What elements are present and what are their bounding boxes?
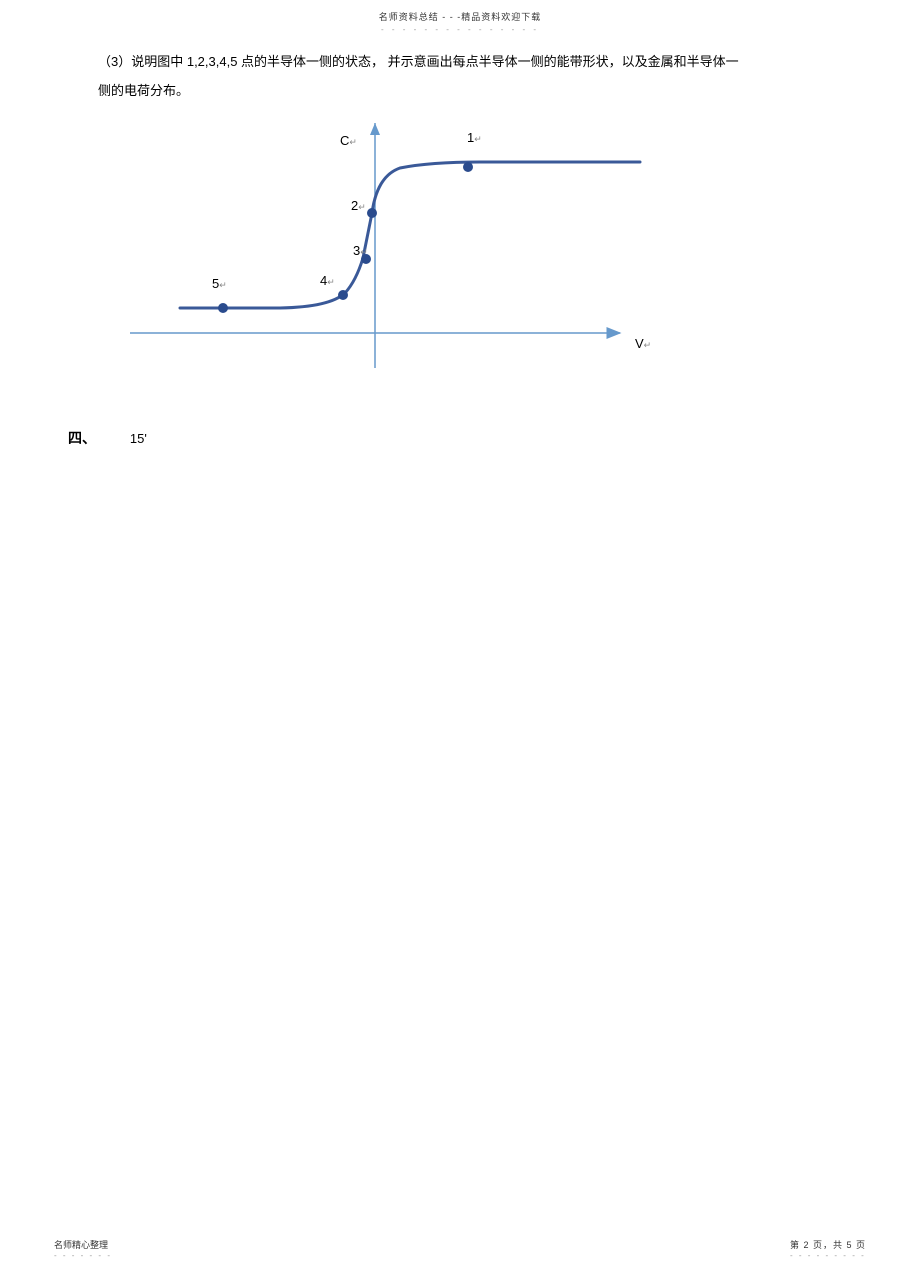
question-line-2: 侧的电荷分布。 — [98, 77, 860, 106]
svg-text:C↵: C↵ — [340, 133, 357, 148]
svg-text:V↵: V↵ — [635, 336, 651, 351]
chart-svg: C↵V↵1↵2↵3↵4↵5↵ — [110, 118, 670, 378]
svg-text:1↵: 1↵ — [467, 130, 482, 145]
content-area: （3）说明图中 1,2,3,4,5 点的半导体一侧的状态， 并示意画出每点半导体… — [98, 48, 860, 105]
header-dots: - - - - - - - - - - - - - - - — [0, 25, 920, 34]
footer-right-text: 第 2 页，共 5 页 — [790, 1238, 866, 1251]
footer-left-text: 名师精心整理 — [54, 1238, 112, 1251]
cv-chart: C↵V↵1↵2↵3↵4↵5↵ — [110, 118, 670, 378]
footer-left: 名师精心整理 - - - - - - - — [54, 1238, 112, 1260]
section-four-score: 15' — [130, 431, 147, 446]
footer-left-dots: - - - - - - - — [54, 1251, 112, 1260]
svg-text:5↵: 5↵ — [212, 276, 227, 291]
header-text: 名师资料总结 - - -精品资料欢迎下载 — [0, 10, 920, 23]
footer-right: 第 2 页，共 5 页 - - - - - - - - - — [790, 1238, 866, 1260]
footer-right-dots: - - - - - - - - - — [790, 1251, 866, 1260]
section-four-label: 四、 — [68, 430, 96, 446]
svg-text:4↵: 4↵ — [320, 273, 335, 288]
page-header: 名师资料总结 - - -精品资料欢迎下载 - - - - - - - - - -… — [0, 10, 920, 34]
section-four: 四、 15' — [68, 428, 147, 448]
svg-text:2↵: 2↵ — [351, 198, 366, 213]
question-line-1: （3）说明图中 1,2,3,4,5 点的半导体一侧的状态， 并示意画出每点半导体… — [98, 48, 860, 77]
